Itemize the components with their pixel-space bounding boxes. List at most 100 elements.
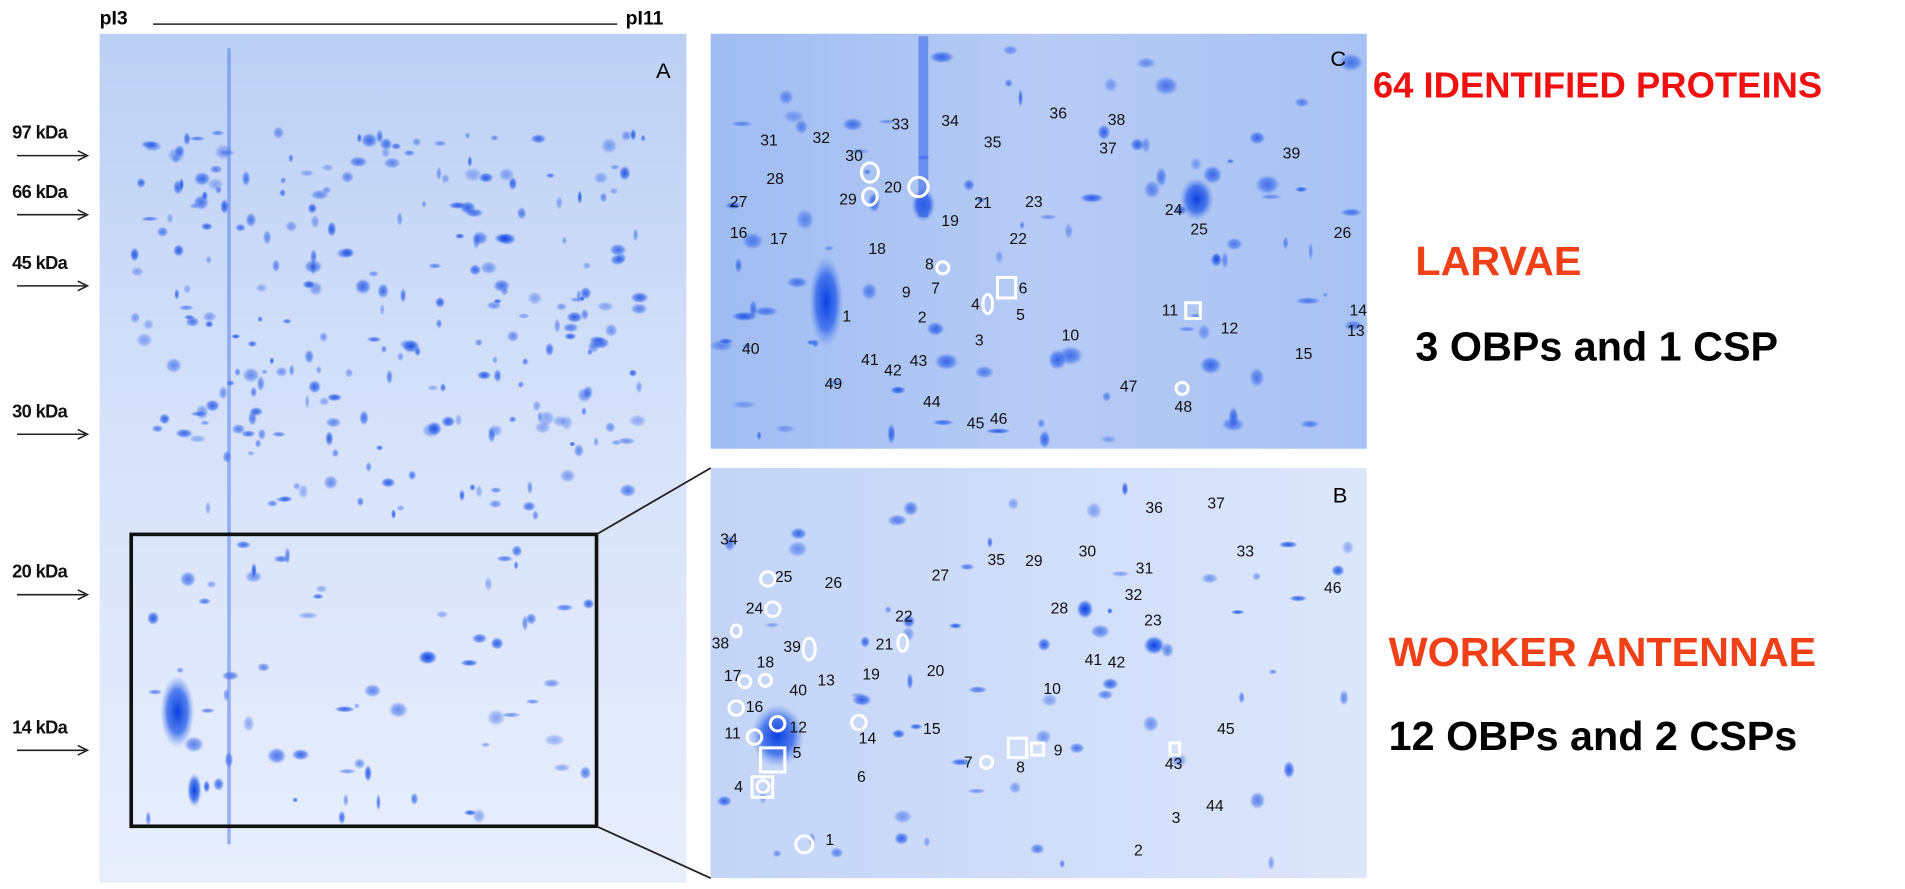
gel-spot [765, 622, 780, 627]
gel-spot [1197, 324, 1210, 341]
gel-spot [250, 386, 257, 397]
gel-spot [593, 172, 608, 185]
gel-spot [923, 836, 930, 847]
spot-label: 1 [842, 308, 851, 325]
spot-label: 5 [793, 745, 802, 762]
gel-spot [421, 201, 427, 208]
gel-spot [211, 130, 225, 136]
gel-spot [730, 401, 757, 409]
spot-label: 27 [730, 194, 748, 211]
spot-label: 43 [1165, 756, 1183, 773]
gel-spot [475, 339, 483, 347]
gel-spot [507, 330, 520, 342]
gel-spot [343, 793, 349, 806]
gel-spot [388, 702, 408, 719]
gel-spot [175, 429, 193, 438]
gel-spot [926, 322, 945, 336]
gel-spot [887, 423, 895, 444]
gel-spot [280, 177, 287, 184]
gel-spot [203, 780, 210, 793]
gel-spot [386, 369, 393, 384]
gel-spot [601, 138, 618, 154]
mw-label: 30 kDa [12, 401, 69, 421]
gel-spot [455, 413, 462, 426]
gel-spot [436, 319, 443, 329]
gel-spot [469, 484, 475, 491]
gel-spot [593, 437, 599, 447]
panel-letter: A [656, 58, 671, 83]
spot-label: 7 [964, 755, 973, 772]
gel-spot [787, 541, 808, 558]
gel-spot [490, 135, 498, 141]
spot-label: 15 [923, 721, 941, 738]
spot-label: 36 [1145, 500, 1163, 517]
gel-spot [1136, 57, 1157, 69]
gel-spot [1048, 349, 1067, 371]
spot-label: 33 [891, 117, 909, 134]
gel-spot [396, 505, 405, 511]
gel-spot [842, 118, 864, 132]
spot-label: 32 [1125, 587, 1143, 604]
spot-label: 6 [857, 769, 866, 786]
gel-spot [167, 147, 185, 163]
gel-spot [205, 321, 214, 328]
gel-spot [1069, 743, 1085, 754]
gel-spot [530, 134, 546, 144]
gel-spot [610, 254, 625, 265]
gel-spot [484, 576, 492, 591]
spot-label: 13 [817, 673, 835, 690]
spot-label: 36 [1049, 106, 1067, 123]
spot-label: 14 [1350, 302, 1368, 319]
gel-spot [545, 342, 554, 356]
spot-label: 1 [825, 832, 834, 849]
gel-spot [633, 228, 639, 242]
gel-spot [929, 51, 955, 63]
gel-spot [1295, 186, 1308, 192]
gel-spot [332, 449, 339, 458]
gel-spot [617, 437, 635, 444]
gel-spot [493, 369, 501, 383]
gel-spot [267, 500, 278, 507]
gel-spot [597, 301, 614, 311]
gel-spot [472, 808, 486, 823]
gel-spot [136, 333, 153, 348]
gel-spot [218, 150, 236, 156]
spot-label: 34 [941, 113, 959, 130]
gel-spot [441, 416, 455, 427]
gel-spot [338, 810, 345, 824]
spot-label: 34 [720, 532, 738, 549]
gel-spot [546, 173, 555, 179]
gel-spot [247, 451, 254, 456]
spot-label: 6 [1019, 281, 1028, 298]
gel-spot [300, 170, 315, 177]
gel-spot [887, 514, 908, 526]
gel-spot [1178, 326, 1196, 332]
gel-spot [298, 484, 308, 500]
mw-label: 97 kDa [12, 123, 69, 143]
gel-spot [757, 431, 762, 440]
spot-label: 28 [1051, 600, 1069, 617]
gel-spot [863, 169, 871, 175]
gel-spot [1249, 367, 1265, 387]
gel-spot [619, 484, 636, 497]
gel-spot [583, 262, 591, 270]
gel-spot [490, 637, 503, 650]
spot-label: 39 [1283, 146, 1301, 163]
gel-spot [131, 267, 144, 277]
gel-spot [1039, 430, 1051, 449]
gel-spot [775, 425, 796, 433]
gel-spot [730, 121, 753, 127]
gel-spot [1331, 565, 1345, 577]
spot-label: 7 [931, 281, 940, 298]
gel-spot [467, 156, 472, 168]
gel-spot [790, 527, 807, 539]
gel-spot [201, 223, 213, 231]
gel-spot [349, 156, 368, 167]
gel-spot [860, 636, 870, 648]
gel-spot [368, 271, 379, 277]
gel-spot [1097, 690, 1114, 700]
gel-spot [308, 380, 321, 394]
gel-spot [1289, 595, 1308, 601]
gel-spot [1249, 791, 1265, 809]
gel-spot [525, 699, 539, 704]
